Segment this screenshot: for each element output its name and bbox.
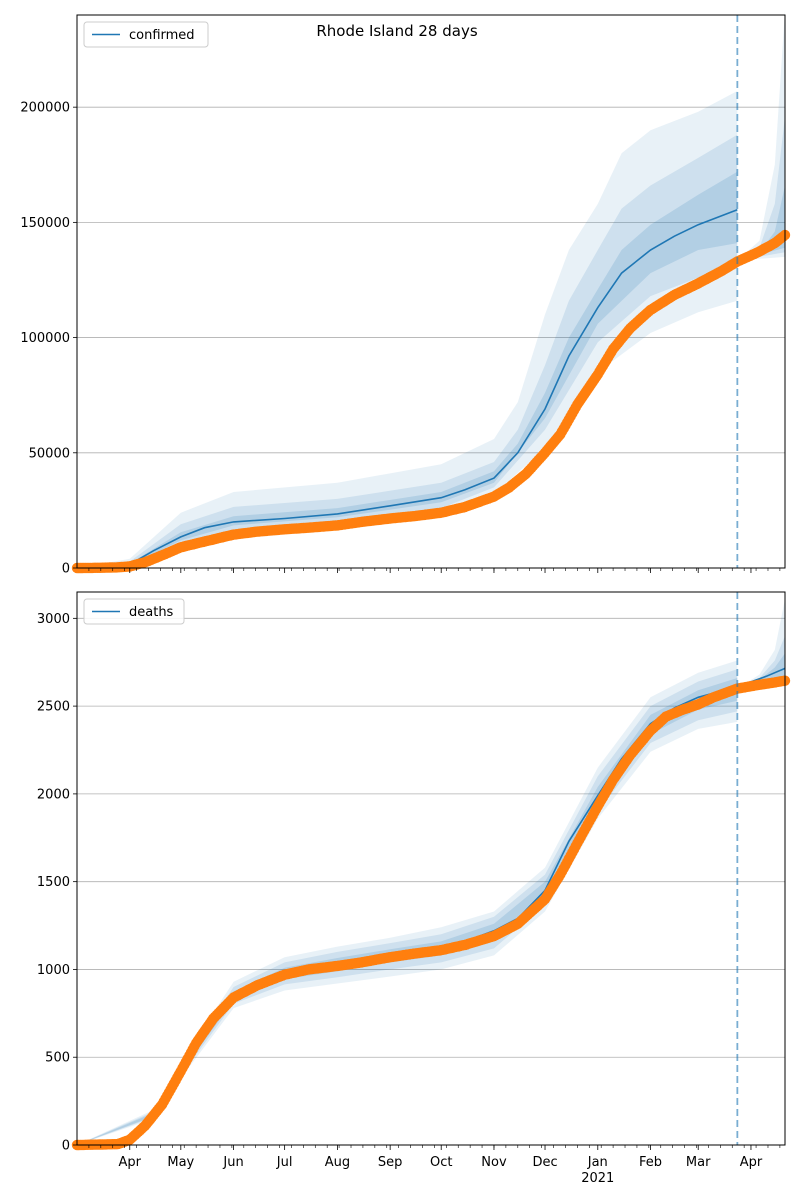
deaths-y-ticks: 0 500 1000 1500 2000 2500 3000 [37,612,77,1154]
y-tick-label: 0 [62,1139,70,1154]
y-tick-label: 1500 [37,875,70,890]
confirmed-x-ticks [88,568,781,573]
deaths-legend: deaths [83,598,185,625]
x-tick-label: Jun [222,1155,243,1170]
x-tick-label: May [167,1155,194,1170]
x-tick-label: Jan [587,1155,608,1170]
confirmed-model-median [77,208,738,569]
confirmed-legend: confirmed [83,21,209,48]
y-tick-label: 200000 [20,101,70,116]
band-outer [737,10,785,261]
x-tick-label: Apr [119,1155,142,1170]
confirmed-gridlines [77,106,785,454]
x-tick-label: Feb [639,1155,662,1170]
band-middle [77,134,738,569]
y-tick-label: 0 [62,562,70,577]
x-tick-label: Oct [430,1155,452,1170]
y-tick-label: 2500 [37,700,70,715]
y-tick-label: 50000 [29,446,70,461]
x-tick-label: Apr [740,1155,763,1170]
x-tick-label: Aug [325,1155,350,1170]
x-tick-label: Nov [481,1155,507,1170]
x-year-label: 2021 [581,1171,614,1186]
axes-frame [76,591,786,1146]
y-tick-label: 150000 [20,216,70,231]
deaths-gridlines [77,617,785,1058]
chart-title: Rhode Island 28 days [316,22,477,40]
legend-box [83,598,185,625]
legend-box [83,21,209,48]
legend-label: deaths [129,605,174,620]
y-tick-label: 2000 [37,787,70,802]
deaths-panel: 0 500 1000 1500 2000 2500 3000 Apr May Jun Jul Aug… [37,591,791,1186]
confirmed-observed-points [71,229,791,574]
x-tick-label: Mar [686,1155,711,1170]
band-middle [737,635,785,689]
band-outer [737,599,785,689]
confirmed-y-ticks: 0 50000 100000 150000 200000 [20,101,77,577]
x-tick-label: Dec [532,1155,557,1170]
x-tick-label: Sep [378,1155,403,1170]
confirmed-axes-frame [76,14,786,569]
deaths-observed-points [71,675,791,1151]
axes-frame [76,14,786,569]
x-tick-label: Jul [276,1155,293,1170]
legend-label: confirmed [129,28,195,43]
confirmed-panel: 0 50000 100000 150000 200000 confirmed [20,10,791,577]
model-median-line [77,208,738,569]
deaths-axes-frame [76,591,786,1146]
y-tick-label: 1000 [37,963,70,978]
band-outer [77,91,738,568]
deaths-x-ticks: Apr May Jun Jul Aug Sep Oct Nov Dec Jan Feb Mar Apr 2… [88,1145,781,1186]
band-middle [737,116,785,261]
y-tick-label: 500 [45,1051,70,1066]
y-tick-label: 3000 [37,612,70,627]
y-tick-label: 100000 [20,331,70,346]
